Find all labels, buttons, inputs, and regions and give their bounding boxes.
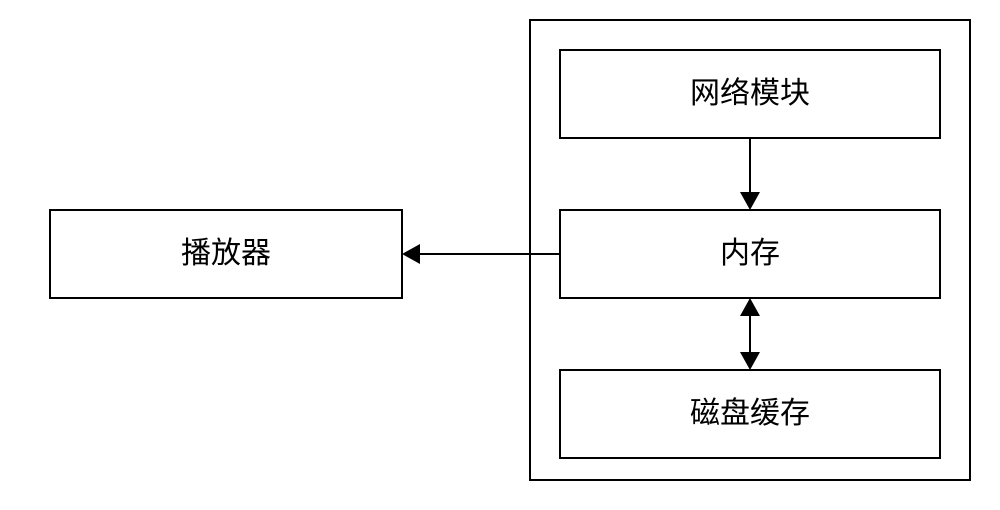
- memory-box: 内存: [560, 210, 940, 298]
- disk-cache-box: 磁盘缓存: [560, 370, 940, 458]
- network-module-label: 网络模块: [690, 77, 810, 110]
- player-label: 播放器: [181, 237, 271, 270]
- player-box: 播放器: [50, 210, 402, 298]
- network-module-box: 网络模块: [560, 50, 940, 138]
- disk-cache-label: 磁盘缓存: [690, 397, 810, 430]
- memory-label: 内存: [720, 237, 780, 270]
